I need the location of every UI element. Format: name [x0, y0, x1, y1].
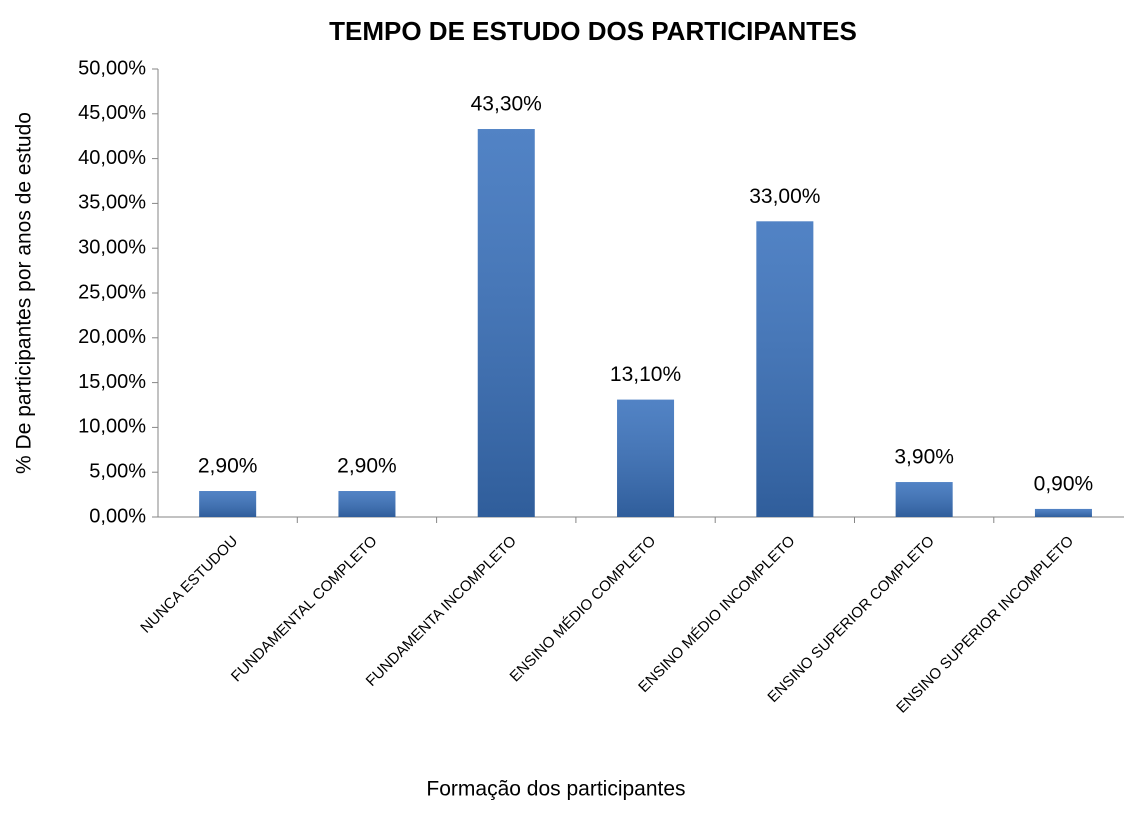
- y-axis-label: % De participantes por anos de estudo: [13, 112, 36, 474]
- data-label: 13,10%: [610, 363, 681, 386]
- data-label: 0,90%: [1034, 472, 1094, 495]
- x-tick-label: NUNCA ESTUDOU: [137, 533, 241, 637]
- y-tick-label: 25,00%: [78, 281, 146, 303]
- bar-shade: [895, 482, 953, 517]
- y-tick-label: 15,00%: [78, 371, 146, 393]
- bar-shade: [199, 491, 257, 517]
- data-label: 3,90%: [894, 446, 954, 469]
- y-tick-label: 20,00%: [78, 326, 146, 348]
- data-label: 33,00%: [749, 185, 820, 208]
- y-tick-label: 0,00%: [89, 505, 146, 527]
- bar-shade: [477, 129, 535, 518]
- y-tick-label: 45,00%: [78, 102, 146, 124]
- y-tick-label: 5,00%: [89, 460, 146, 482]
- bar-shade: [1034, 508, 1092, 517]
- data-label: 43,30%: [471, 93, 542, 116]
- x-tick-label: ENSINO MÉDIO COMPLETO: [507, 533, 660, 686]
- bar-shade: [338, 491, 396, 517]
- x-tick-label: FUNDAMENTA INCOMPLETO: [363, 533, 520, 690]
- y-tick-label: 35,00%: [78, 192, 146, 214]
- y-tick-label: 10,00%: [78, 416, 146, 438]
- bar-shade: [756, 221, 814, 517]
- chart-title: TEMPO DE ESTUDO DOS PARTICIPANTES: [329, 16, 857, 46]
- bar-shade: [617, 399, 675, 517]
- data-label: 2,90%: [337, 455, 397, 478]
- x-tick-label: ENSINO MÉDIO INCOMPLETO: [635, 533, 798, 696]
- y-tick-label: 40,00%: [78, 147, 146, 169]
- x-tick-label: FUNDAMENTAL COMPLETO: [228, 533, 381, 686]
- x-axis-label: Formação dos participantes: [426, 778, 685, 801]
- data-label: 2,90%: [198, 455, 258, 478]
- y-tick-label: 30,00%: [78, 236, 146, 258]
- x-tick-label: ENSINO SUPERIOR COMPLETO: [764, 533, 937, 706]
- y-tick-label: 50,00%: [78, 57, 146, 79]
